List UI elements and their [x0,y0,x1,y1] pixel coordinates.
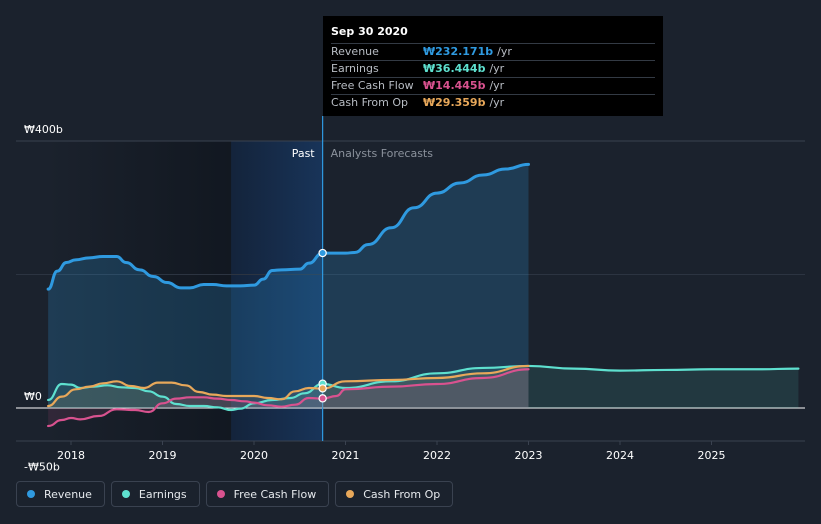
legend-dot-icon [346,490,355,498]
area-fills [48,164,799,427]
area-cash-from-op [48,365,529,408]
tooltip-value: ₩29.359b [423,96,486,109]
legend-item-revenue[interactable]: Revenue [16,481,105,507]
line-earnings [47,364,800,412]
legend: Revenue Earnings Free Cash Flow Cash From O… [16,481,454,507]
tooltip-label: Free Cash Flow [331,79,414,92]
x-tick-label: 2025 [698,449,726,462]
y-tick-label: -₩50b [24,460,60,473]
highlight-region [231,141,323,441]
tooltip-unit: /yr [489,62,505,75]
tooltip-date: Sep 30 2020 [331,24,655,44]
x-tick-label: 2019 [149,449,177,462]
forecast-label: Analysts Forecasts [331,147,434,160]
line-free-cash-flow [47,368,530,428]
legend-label: Revenue [44,487,92,501]
series-lines [46,162,800,428]
legend-label: Cash From Op [363,487,441,501]
tooltip-label: Cash From Op [331,96,409,109]
point-revenue [318,248,327,258]
legend-label: Earnings [138,487,187,501]
x-tick-label: 2021 [332,449,360,462]
tooltip-row: Free Cash Flow ₩14.445b/yr [331,78,655,95]
area-earnings [48,365,799,411]
point-cash-from-op [318,384,327,393]
legend-dot-icon [27,490,35,498]
line-revenue [46,162,530,291]
tooltip-row: Cash From Op ₩29.359b/yr [331,95,655,111]
legend-item-free-cash-flow[interactable]: Free Cash Flow [205,481,330,507]
x-tick-label: 2022 [423,449,451,462]
tooltip-value: ₩232.171b [423,45,494,58]
legend-item-earnings[interactable]: Earnings [110,481,200,507]
tooltip-unit: /yr [489,96,505,109]
x-tick-label: 2024 [606,449,634,462]
gridlines [16,116,805,445]
past-label: Past [292,147,316,160]
tooltip-row: Earnings ₩36.444b/yr [331,61,655,78]
x-tick-label: 2020 [240,449,268,462]
legend-dot-icon [121,490,130,498]
area-free-cash-flow [48,369,529,427]
line-cash-from-op [47,364,530,408]
tooltip-row: Revenue ₩232.171b/yr [331,44,655,61]
x-tick-label: 2023 [515,449,543,462]
tooltip: Sep 30 2020 Revenue ₩232.171b/yr Earnings ₩… [323,16,663,116]
area-revenue [48,164,529,408]
tooltip-unit: /yr [489,79,505,92]
tooltip-value: ₩14.445b [423,79,486,92]
tooltip-unit: /yr [497,45,512,58]
point-free-cash-flow [318,394,327,403]
y-tick-label: ₩400b [24,123,63,136]
y-tick-label: ₩0 [24,390,42,403]
tooltip-label: Earnings [331,62,379,75]
x-tick-label: 2018 [57,449,85,462]
highlight-points [318,248,327,403]
legend-dot-icon [216,490,225,498]
legend-label: Free Cash Flow [233,487,317,501]
chart-background [48,141,323,441]
legend-item-cash-from-op[interactable]: Cash From Op [335,481,454,507]
tooltip-label: Revenue [331,45,379,58]
tooltip-value: ₩36.444b [423,62,486,75]
